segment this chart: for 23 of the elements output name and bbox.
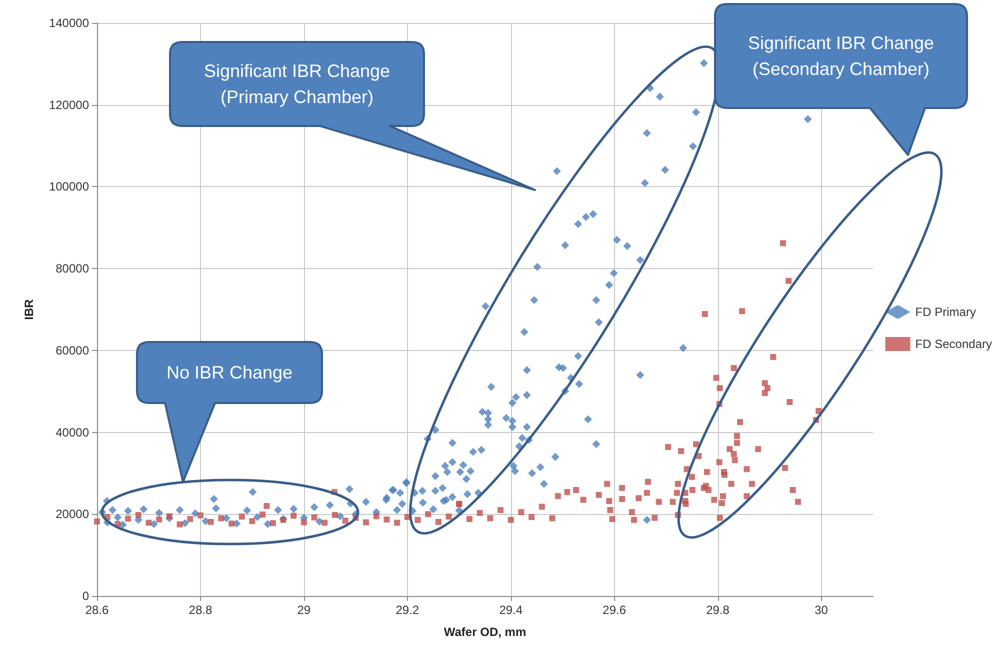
x-tick-label: 29.6 — [602, 603, 626, 617]
x-tick-label: 30 — [814, 603, 828, 617]
x-tick-label: 28.6 — [85, 603, 109, 617]
x-tick-label: 29 — [297, 603, 311, 617]
x-tick-label: 28.8 — [188, 603, 212, 617]
y-tick-label: 40000 — [56, 425, 90, 440]
y-tick-label: 100000 — [48, 180, 90, 194]
y-tick-label: 80000 — [56, 262, 90, 276]
y-tick-label: 120000 — [48, 98, 90, 112]
x-tick-label: 29.2 — [396, 603, 420, 617]
y-axis-title: IBR — [22, 298, 36, 320]
annotation: Significant IBR Change (Secondary Chamber) — [748, 33, 934, 79]
y-tick-label: 140000 — [48, 16, 90, 30]
y-tick-label: 0 — [82, 589, 90, 603]
x-tick-label: 29.4 — [499, 603, 523, 617]
legend-label: FD Secondary — [915, 337, 992, 351]
y-tick-label: 60000 — [56, 343, 90, 358]
legend-label: FD Primary — [915, 305, 976, 319]
annotation: Significant IBR Change (Primary Chamber) — [204, 61, 390, 107]
x-axis-title: Wafer OD, mm — [444, 625, 526, 639]
x-tick-label: 29.8 — [706, 603, 730, 617]
y-tick-label: 20000 — [56, 507, 90, 522]
annotation: No IBR Change — [166, 362, 293, 382]
